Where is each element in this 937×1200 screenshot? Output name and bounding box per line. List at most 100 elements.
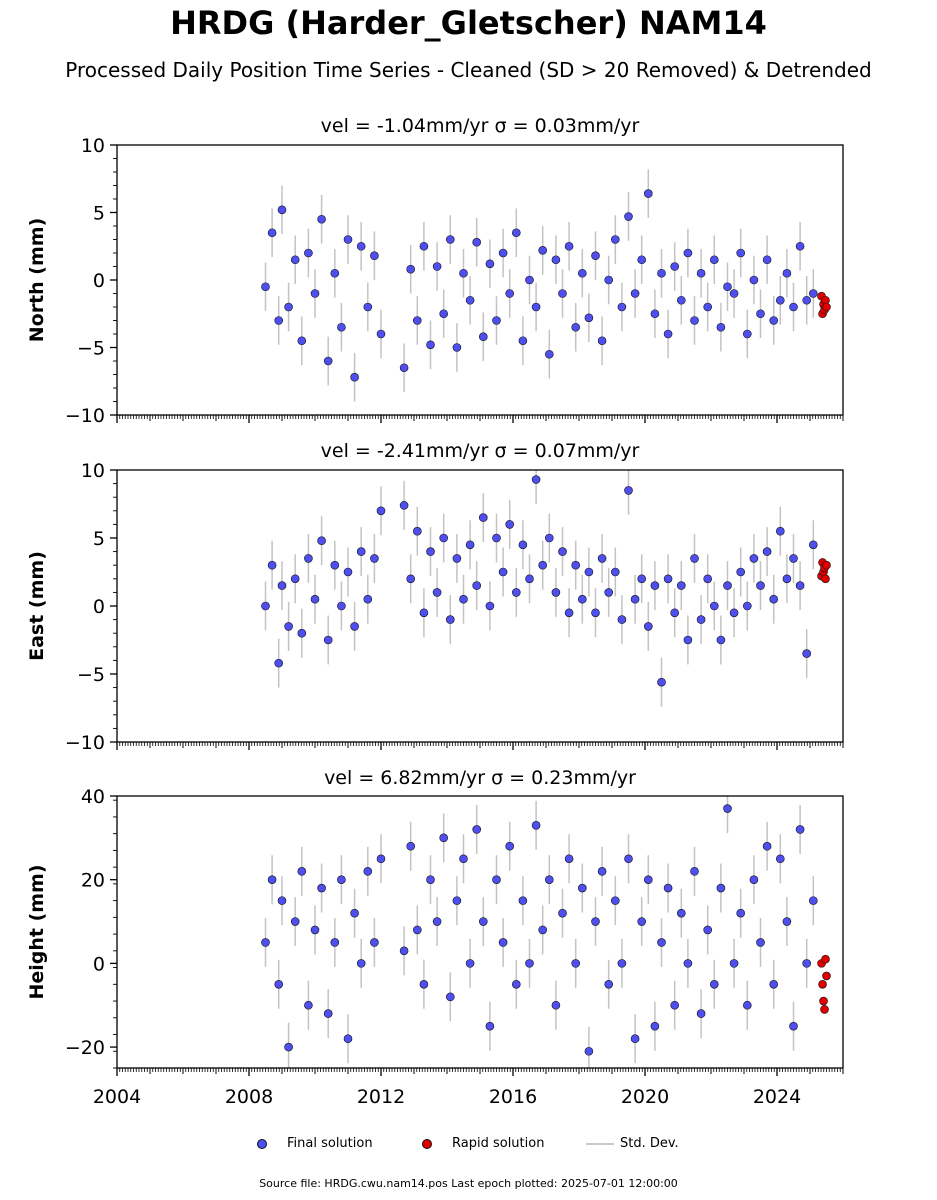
east-final-point — [538, 560, 548, 570]
east-final-point — [412, 526, 422, 536]
height-final-point — [703, 925, 713, 935]
legend-stddev-line — [586, 1142, 614, 1145]
north-ytick-label: 0 — [93, 270, 105, 292]
east-final-point — [637, 574, 647, 584]
height-final-point — [690, 867, 699, 876]
height-final-point — [330, 938, 340, 947]
north-final-point — [465, 295, 475, 305]
east-final-point — [577, 594, 587, 604]
height-final-point — [452, 896, 462, 905]
height-ytick-label: 0 — [93, 953, 105, 975]
height-final-point — [485, 1021, 495, 1031]
east-final-point — [584, 567, 594, 577]
height-final-point — [643, 875, 653, 884]
east-final-point — [323, 635, 333, 645]
east-ytick-label: 5 — [93, 528, 105, 550]
height-final-point — [277, 896, 287, 905]
east-final-point — [290, 574, 300, 584]
east-final-point — [284, 622, 293, 631]
east-final-point — [544, 533, 554, 543]
east-final-point — [643, 622, 653, 631]
height-final-point — [350, 908, 359, 918]
north-final-point — [762, 255, 772, 265]
height-final-point — [419, 980, 429, 989]
figure-title: HRDG (Harder_Gletscher) NAM14 — [170, 4, 767, 42]
height-final-point — [284, 1042, 293, 1052]
height-final-point — [663, 883, 673, 893]
east-final-point — [406, 574, 416, 584]
north-final-point — [511, 228, 521, 238]
north-final-point — [571, 322, 581, 332]
north-final-point — [419, 241, 429, 251]
height-final-point — [782, 917, 792, 926]
north-final-point — [756, 309, 765, 319]
east-final-point — [709, 601, 719, 611]
east-final-point — [690, 554, 699, 563]
north-final-point — [452, 343, 462, 352]
north-final-point — [610, 235, 620, 244]
north-final-point — [663, 329, 673, 339]
north-final-point — [716, 322, 726, 332]
figure-subtitle: Processed Daily Position Time Series - C… — [65, 58, 872, 82]
east-final-point — [782, 574, 792, 584]
north-final-point — [330, 268, 340, 278]
north-ylabel: North (mm) — [26, 218, 48, 343]
height-final-point — [356, 959, 366, 968]
east-final-point — [663, 574, 673, 584]
height-rapid-point — [819, 996, 828, 1006]
east-final-point — [518, 540, 528, 550]
height-xtick-label: 2016 — [489, 1086, 537, 1108]
east-final-point — [432, 588, 442, 597]
height-final-point — [676, 908, 686, 918]
north-final-point — [597, 336, 607, 346]
east-rapid-point — [822, 560, 831, 570]
east-final-point — [459, 594, 468, 604]
height-final-point — [716, 883, 726, 893]
height-final-point — [376, 854, 386, 864]
north-final-point — [657, 268, 666, 278]
legend: Final solution Rapid solution Std. Dev. — [0, 1136, 937, 1158]
east-final-point — [261, 601, 270, 611]
height-final-point — [802, 959, 812, 968]
east-final-point — [310, 594, 320, 604]
height-rapid-point — [821, 954, 830, 964]
east-final-point — [597, 554, 607, 563]
east-final-point — [551, 588, 561, 597]
height-xtick-label: 2004 — [93, 1086, 141, 1108]
north-ytick-label: 5 — [93, 203, 105, 225]
east-final-point — [716, 635, 726, 645]
east-final-point — [703, 574, 713, 584]
east-final-point — [525, 574, 534, 584]
north-final-point — [591, 251, 600, 260]
north-rapid-point — [822, 302, 831, 312]
height-final-point — [597, 867, 607, 876]
east-final-point — [802, 649, 812, 658]
north-final-point — [564, 241, 574, 251]
height-final-point — [363, 867, 373, 876]
north-final-point — [376, 329, 386, 339]
north-final-point — [432, 262, 442, 271]
legend-final-marker — [257, 1138, 267, 1149]
north-final-point — [736, 248, 746, 258]
east-final-point — [683, 635, 693, 645]
height-final-point — [544, 875, 554, 884]
height-rapid-point — [820, 1005, 829, 1014]
height-final-point — [762, 841, 772, 851]
east-final-point — [297, 628, 307, 638]
north-final-point — [617, 302, 627, 312]
north-final-point — [703, 302, 713, 312]
east-final-point — [742, 601, 752, 611]
east-final-point — [267, 560, 277, 570]
north-final-point — [350, 372, 359, 382]
north-final-point — [261, 282, 270, 292]
north-final-point — [399, 363, 409, 373]
north-final-point — [363, 302, 373, 312]
height-final-point — [261, 938, 270, 947]
east-final-point — [478, 513, 488, 522]
north-final-point — [650, 309, 660, 319]
east-final-point — [789, 554, 798, 563]
east-final-point — [317, 536, 326, 546]
east-final-point — [445, 615, 455, 624]
height-final-point — [630, 1034, 640, 1044]
legend-stddev: Std. Dev. — [586, 1136, 679, 1151]
